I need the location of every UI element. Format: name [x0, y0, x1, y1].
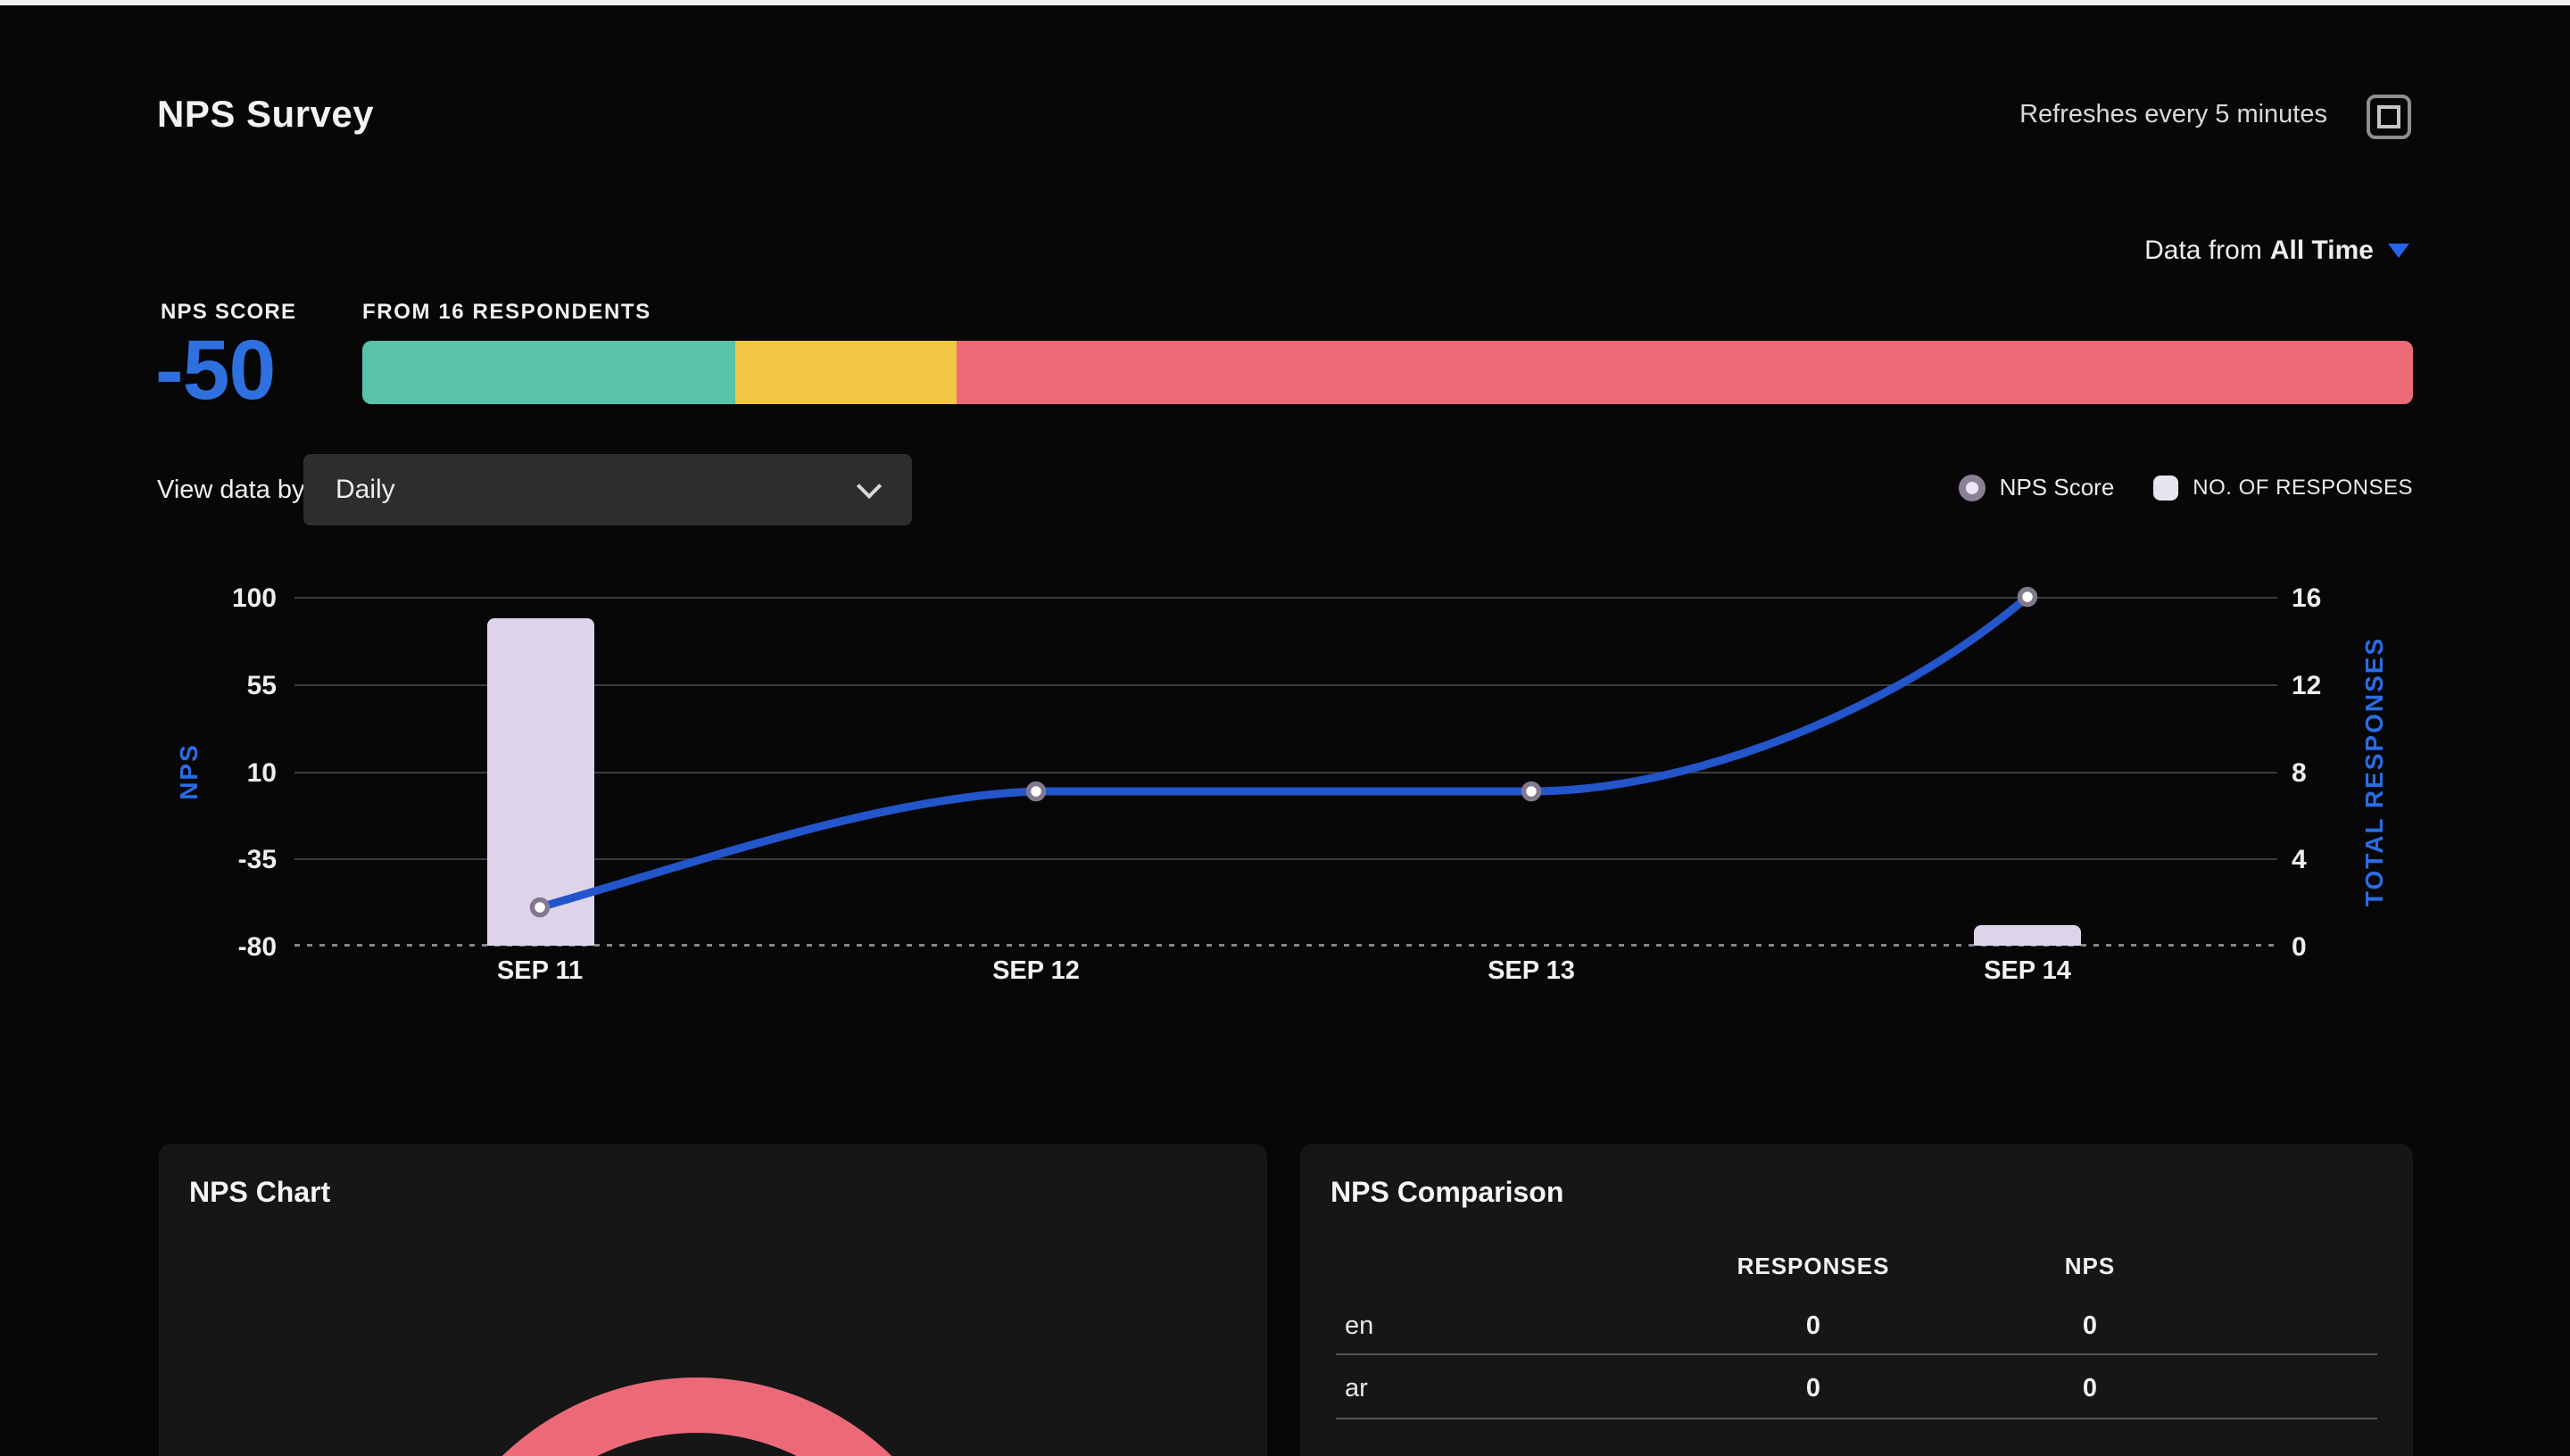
x-axis-label: SEP 12 [992, 956, 1080, 985]
chart-legend: NPS Score NO. OF RESPONSES [1958, 474, 2413, 501]
fullscreen-icon [2377, 117, 2389, 128]
top-edge-strip [0, 0, 2570, 5]
table-row-label: ar [1345, 1374, 1368, 1402]
fullscreen-icon [2389, 105, 2400, 117]
right-axis-tick: 4 [2292, 845, 2307, 874]
nps-chart-card-title: NPS Chart [189, 1176, 331, 1208]
nps-score-value: -50 [155, 323, 276, 418]
gridline [294, 772, 2277, 774]
data-point-sep11[interactable] [529, 897, 551, 918]
nps-comparison-card: NPS Comparison RESPONSES NPS en 0 0 ar 0… [1300, 1144, 2413, 1456]
time-range-selector[interactable]: Data from All Time [2144, 236, 2409, 266]
responses-bar-sep11 [487, 618, 594, 946]
view-data-by-label: View data by [157, 476, 305, 504]
detractors-segment [957, 341, 2413, 404]
page-title: NPS Survey [157, 93, 375, 135]
nps-chart-card: NPS Chart [159, 1144, 1267, 1456]
chevron-down-icon [856, 473, 883, 500]
nps-score-label: NPS SCORE [161, 300, 297, 324]
fullscreen-icon [2389, 117, 2400, 128]
time-range-value: All Time [2269, 236, 2374, 265]
row-divider [1336, 1353, 2377, 1355]
donut-detractors-arc [502, 1377, 892, 1456]
right-axis-tick: 0 [2292, 932, 2307, 962]
respondents-label: FROM 16 RESPONDENTS [362, 300, 651, 324]
gridline [294, 858, 2277, 860]
row-divider [1336, 1418, 2377, 1419]
left-axis-tick: 55 [246, 671, 277, 700]
promoters-segment [362, 341, 736, 404]
left-axis-tick: 100 [231, 583, 277, 613]
bar-series-marker-icon [2153, 475, 2179, 500]
nps-line-path [535, 592, 2032, 912]
legend-label: NO. OF RESPONSES [2193, 475, 2413, 500]
line-series-marker-icon [1958, 474, 1986, 501]
caret-down-icon [2388, 244, 2409, 258]
time-range-label: Data from [2144, 236, 2262, 265]
table-cell-responses: 0 [1805, 1311, 1821, 1340]
legend-label: NPS Score [1999, 474, 2115, 500]
gridline [294, 597, 2277, 599]
nps-trend-chart [294, 586, 2277, 947]
left-axis-tick: -80 [237, 932, 277, 962]
column-header-nps: NPS [2064, 1253, 2116, 1279]
data-point-sep12[interactable] [1025, 781, 1047, 802]
nps-distribution-bar [362, 341, 2413, 404]
responses-bar-sep14 [1974, 925, 2081, 946]
refresh-note: Refreshes every 5 minutes [2019, 100, 2327, 128]
baseline-gridline [294, 944, 2277, 947]
right-axis-title: TOTAL RESPONSES [2360, 636, 2388, 907]
left-axis-tick: -35 [237, 845, 277, 874]
x-axis-label: SEP 11 [496, 956, 584, 985]
right-axis-tick: 12 [2292, 671, 2322, 700]
left-axis-tick: 10 [246, 758, 277, 788]
legend-item-nps-score[interactable]: NPS Score [1958, 474, 2115, 501]
x-axis-label: SEP 14 [1984, 956, 2071, 985]
data-point-sep14[interactable] [2017, 586, 2038, 608]
passives-segment [735, 341, 958, 404]
nps-comparison-card-title: NPS Comparison [1331, 1176, 1564, 1208]
fullscreen-icon [2377, 105, 2389, 117]
nps-line-series [529, 586, 2038, 918]
left-axis-title: NPS [175, 743, 203, 800]
legend-item-no-of-responses[interactable]: NO. OF RESPONSES [2153, 475, 2413, 500]
fullscreen-button[interactable] [2367, 95, 2411, 139]
gridline [294, 684, 2277, 686]
granularity-value: Daily [336, 475, 395, 504]
nps-donut-chart [502, 1377, 892, 1456]
column-header-responses: RESPONSES [1737, 1253, 1890, 1279]
table-row-label: en [1345, 1311, 1374, 1340]
right-axis-tick: 8 [2292, 758, 2307, 788]
granularity-dropdown[interactable]: Daily [303, 454, 912, 525]
table-cell-nps: 0 [2082, 1311, 2098, 1340]
x-axis-label: SEP 13 [1488, 956, 1575, 985]
table-cell-responses: 0 [1805, 1374, 1821, 1402]
table-cell-nps: 0 [2082, 1374, 2098, 1402]
data-point-sep13[interactable] [1521, 781, 1542, 802]
right-axis-tick: 16 [2292, 583, 2322, 613]
